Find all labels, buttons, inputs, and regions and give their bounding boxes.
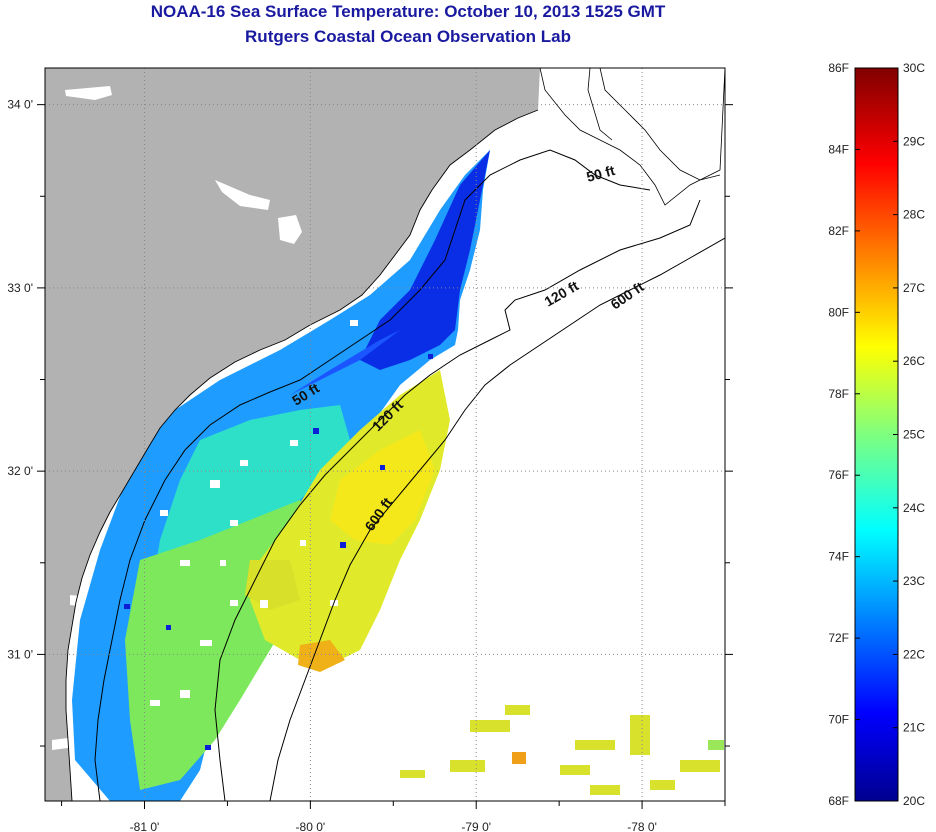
land-mass xyxy=(45,68,540,801)
colorbar-f-label: 74F xyxy=(828,550,849,564)
colorbar-f-label: 82F xyxy=(828,224,849,238)
colorbar-f-label: 78F xyxy=(828,387,849,401)
colorbar-c-label: 20C xyxy=(903,794,925,808)
lon-tick-label: -78 0' xyxy=(627,820,657,832)
lon-tick-label: -80 0' xyxy=(296,820,326,832)
inland-water xyxy=(52,86,302,750)
colorbar-c-label: 28C xyxy=(903,208,925,222)
sst-field xyxy=(72,92,724,801)
map-axes: -81 0' -80 0' -79 0' -78 0' 34 0' 33 0' 32 0' 3… xyxy=(7,98,733,832)
colorbar-f-label: 80F xyxy=(828,305,849,319)
colorbar: 86F 84F 82F 80F 78F 76F 74F 72F 70F 68F 30C 29C 28C 2… xyxy=(828,61,925,808)
colorbar-c-label: 29C xyxy=(903,134,925,148)
map-frame xyxy=(44,67,726,802)
lat-tick-label: 34 0' xyxy=(7,98,33,112)
colorbar-f-label: 70F xyxy=(828,713,849,727)
colorbar-c-label: 22C xyxy=(903,647,925,661)
colorbar-f-label: 76F xyxy=(828,468,849,482)
isobaths xyxy=(94,149,725,801)
colorbar-gradient xyxy=(854,67,899,802)
map-title: NOAA-16 Sea Surface Temperature: October… xyxy=(150,2,666,21)
colorbar-labels: 86F 84F 82F 80F 78F 76F 74F 72F 70F 68F 30C 29C 28C 2… xyxy=(828,61,925,808)
colorbar-c-label: 26C xyxy=(903,354,925,368)
lat-tick-label: 33 0' xyxy=(7,281,33,295)
map-area: 50 ft 120 ft 600 ft 50 ft 120 ft 600 ft xyxy=(45,68,725,801)
isobath-600ft xyxy=(269,237,725,801)
lat-tick-label: 32 0' xyxy=(7,464,33,478)
colorbar-c-label: 23C xyxy=(903,574,925,588)
lon-tick-label: -81 0' xyxy=(130,820,160,832)
colorbar-f-label: 68F xyxy=(828,794,849,808)
contour-label-50ft-north: 50 ft xyxy=(585,162,617,185)
colorbar-f-label: 86F xyxy=(828,61,849,75)
colorbar-f-label: 84F xyxy=(828,142,849,156)
lat-tick-label: 31 0' xyxy=(7,647,33,661)
colorbar-f-label: 72F xyxy=(828,631,849,645)
isobath-120ft xyxy=(214,199,701,801)
map-subtitle: Rutgers Coastal Ocean Observation Lab xyxy=(245,27,571,46)
colorbar-c-label: 27C xyxy=(903,281,925,295)
isobath-50ft xyxy=(94,149,651,801)
colorbar-c-label: 25C xyxy=(903,428,925,442)
colorbar-c-label: 24C xyxy=(903,501,925,515)
colorbar-c-label: 21C xyxy=(903,721,925,735)
colorbar-c-label: 30C xyxy=(903,61,925,75)
lon-tick-label: -79 0' xyxy=(461,820,491,832)
lat-lon-grid xyxy=(45,68,725,801)
